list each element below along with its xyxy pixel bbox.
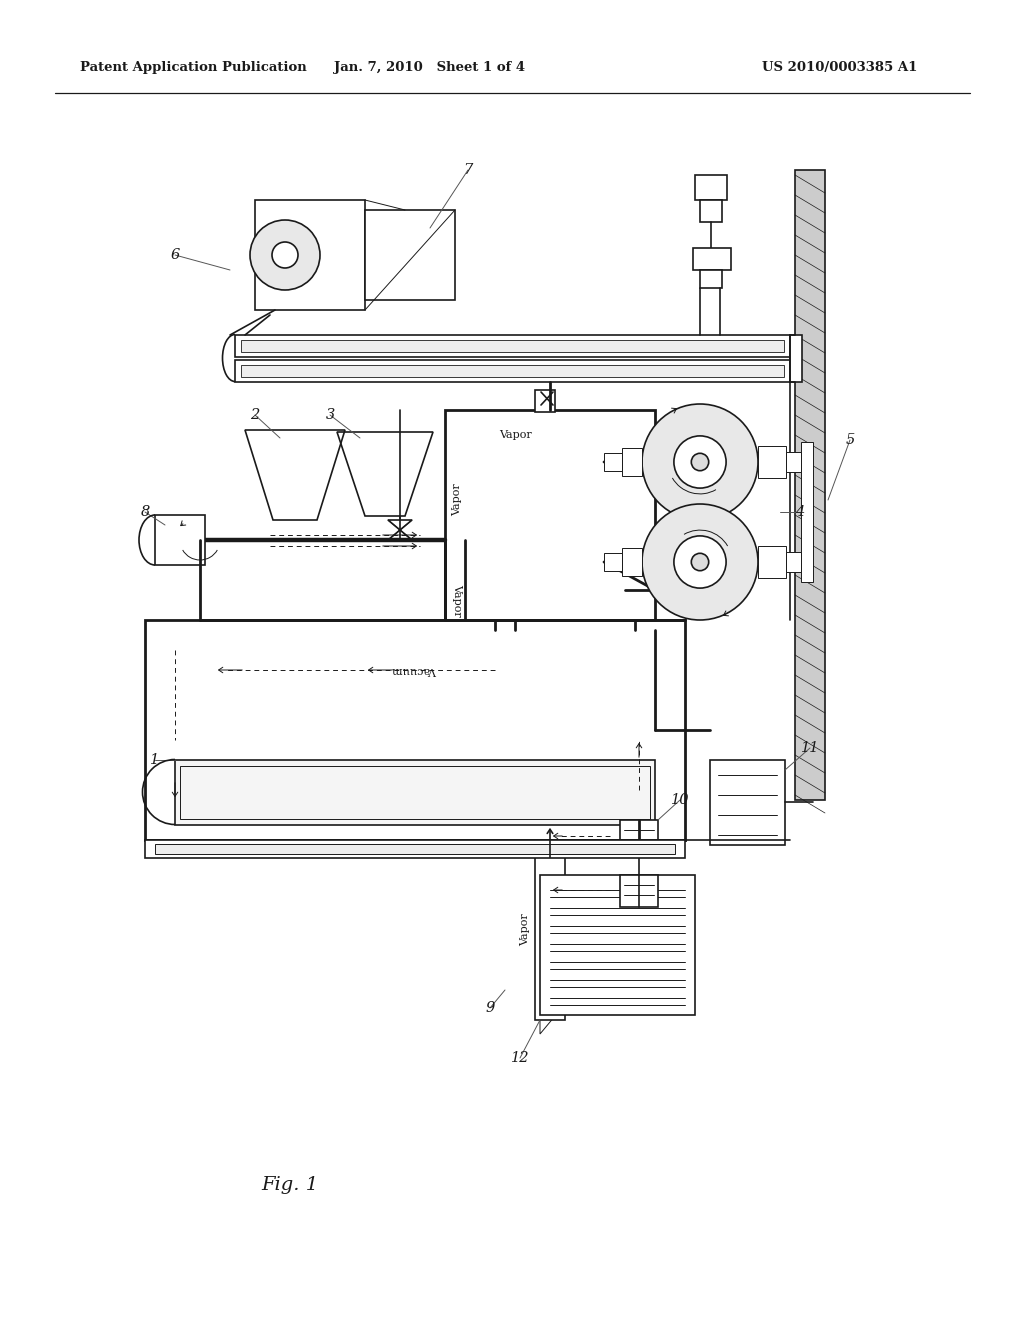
Bar	[535, 389, 555, 412]
Text: Jan. 7, 2010   Sheet 1 of 4: Jan. 7, 2010 Sheet 1 of 4	[335, 62, 525, 74]
Bar	[234, 335, 790, 356]
Bar	[145, 840, 685, 858]
Circle shape	[642, 404, 758, 520]
Bar	[622, 447, 642, 477]
Bar	[604, 553, 622, 572]
Bar	[241, 341, 784, 352]
Bar	[255, 201, 365, 310]
Circle shape	[272, 242, 298, 268]
Circle shape	[250, 220, 319, 290]
Text: US 2010/0003385 A1: US 2010/0003385 A1	[762, 62, 918, 74]
Bar	[620, 875, 658, 907]
Text: 8: 8	[140, 506, 150, 519]
Bar	[145, 620, 685, 840]
Circle shape	[674, 536, 726, 589]
Circle shape	[691, 453, 709, 471]
Text: Fig. 1: Fig. 1	[261, 1176, 318, 1195]
Bar	[604, 453, 622, 471]
Bar	[620, 820, 658, 851]
Bar	[622, 548, 642, 576]
Bar	[175, 760, 655, 825]
Text: 2: 2	[251, 408, 260, 422]
Text: 12: 12	[511, 1051, 529, 1065]
Bar	[180, 766, 650, 818]
Text: 5: 5	[846, 433, 855, 447]
Circle shape	[691, 553, 709, 570]
Bar	[155, 843, 675, 854]
Bar	[795, 170, 825, 800]
Bar	[535, 624, 555, 647]
Bar	[700, 201, 722, 222]
Bar	[700, 271, 722, 288]
Bar	[801, 442, 813, 582]
Bar	[758, 446, 786, 478]
Bar	[234, 360, 790, 381]
Bar	[758, 546, 786, 578]
Bar	[786, 451, 801, 473]
Text: 1: 1	[151, 752, 160, 767]
Text: Vapor: Vapor	[520, 913, 530, 946]
Circle shape	[642, 504, 758, 620]
Text: 10: 10	[671, 793, 689, 807]
Bar	[535, 840, 565, 1020]
Text: Vapor: Vapor	[499, 430, 531, 440]
Bar	[540, 875, 695, 1015]
Bar	[710, 760, 785, 845]
Bar	[155, 515, 205, 565]
Bar	[241, 366, 784, 378]
Text: Patent Application Publication: Patent Application Publication	[80, 62, 307, 74]
Text: 11: 11	[801, 741, 819, 755]
Text: Vapor: Vapor	[452, 483, 462, 516]
Bar	[786, 552, 801, 572]
Text: Vapor: Vapor	[452, 583, 462, 616]
Bar	[695, 176, 727, 201]
Text: 7: 7	[464, 162, 473, 177]
Text: 9: 9	[485, 1001, 495, 1015]
Bar	[693, 248, 731, 271]
Bar	[790, 335, 802, 381]
Bar	[445, 411, 655, 630]
Bar	[365, 210, 455, 300]
Text: Vacuum: Vacuum	[392, 665, 437, 675]
Text: 3: 3	[326, 408, 335, 422]
Circle shape	[674, 436, 726, 488]
Text: 6: 6	[170, 248, 179, 261]
Text: 4: 4	[796, 506, 805, 519]
